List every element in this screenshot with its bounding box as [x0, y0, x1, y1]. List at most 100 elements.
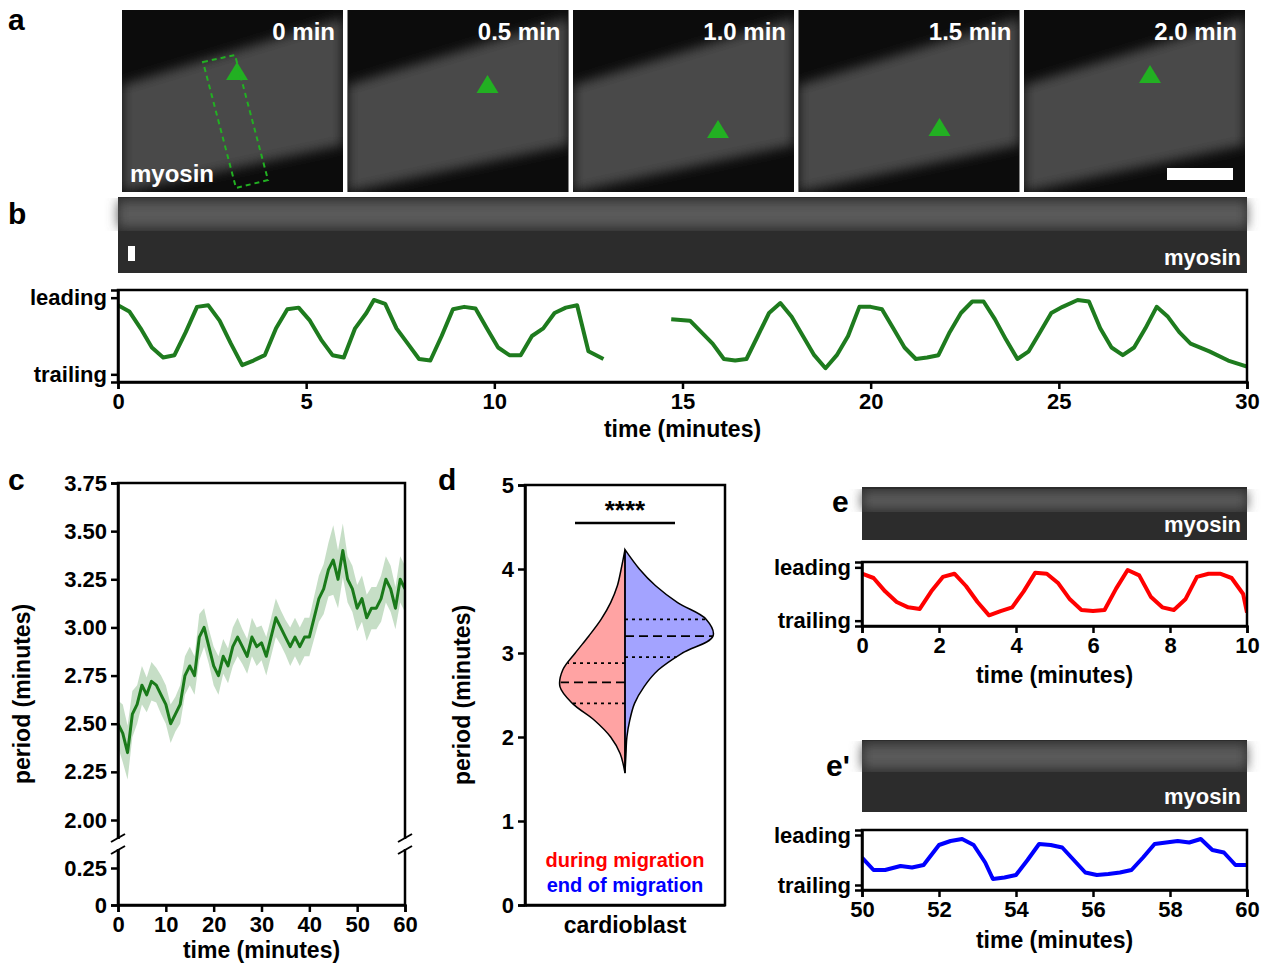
- axis: 012345: [502, 473, 526, 918]
- tick-mark: [111, 297, 118, 300]
- tick-label: 4: [1010, 633, 1023, 658]
- axis: 505254565860: [850, 890, 1259, 922]
- axis-line: [855, 563, 863, 627]
- panel-letter: b: [8, 197, 26, 230]
- tick: 2.75: [64, 663, 118, 688]
- violin-panel: 012345cardioblast****during migrationend…: [449, 473, 726, 939]
- kymograph-band: [862, 491, 1247, 510]
- tick: 5: [502, 473, 525, 498]
- tick-label: 2: [933, 633, 945, 658]
- tick-label: 2.00: [64, 808, 107, 833]
- arrowhead: [226, 62, 248, 80]
- cell-region: [573, 18, 794, 192]
- tick-label: 0: [95, 893, 107, 918]
- tick-label: 40: [298, 912, 322, 937]
- axis-break-mark: [111, 846, 125, 854]
- tick-mark: [855, 884, 862, 887]
- x-axis-title: time (minutes): [604, 416, 761, 442]
- tick: 60: [393, 905, 417, 937]
- panel-letter: e': [826, 749, 850, 782]
- tick: 6: [1087, 626, 1099, 658]
- arrowhead: [1139, 65, 1161, 83]
- cell-region: [799, 18, 1020, 192]
- tick: 0: [112, 905, 124, 937]
- tick-label: leading: [774, 823, 851, 848]
- tick-label: leading: [774, 555, 851, 580]
- axis: leading trailing: [774, 555, 863, 633]
- axis-break-mark: [398, 846, 412, 854]
- kymograph-label: myosin: [1164, 784, 1241, 809]
- tick-label: 60: [1235, 897, 1259, 922]
- arrowhead: [929, 118, 951, 136]
- tick: 3.50: [64, 519, 118, 544]
- tick: 50: [345, 905, 369, 937]
- plot-frame: [862, 562, 1247, 626]
- error-band: [118, 523, 405, 779]
- frame-time: 1.0 min: [703, 18, 786, 45]
- tick: cardioblast: [564, 905, 687, 938]
- tick: 20: [859, 382, 883, 414]
- tick-label: 0: [502, 893, 514, 918]
- violin-half: [625, 550, 713, 773]
- tick-label: cardioblast: [564, 912, 687, 938]
- axis-line: [863, 627, 1248, 634]
- axis-line: [863, 891, 1248, 898]
- scale-bar: [128, 246, 135, 261]
- tick-mark: [111, 530, 118, 533]
- tick-label: 20: [202, 912, 226, 937]
- tick: 58: [1158, 890, 1182, 922]
- image-background: [573, 10, 794, 192]
- tick-label: 0: [112, 912, 124, 937]
- plot-area: [862, 570, 1247, 615]
- tick-label: 50: [850, 897, 874, 922]
- tick-label: 0: [856, 633, 868, 658]
- tick-label: 15: [671, 389, 695, 414]
- image-frame: 2.0 min: [1024, 10, 1245, 192]
- tick-label: 3.75: [64, 471, 107, 496]
- tick: 10: [483, 382, 507, 414]
- tick-mark: [111, 904, 118, 907]
- legend-entry: end of migration: [547, 874, 704, 896]
- tick-label: 58: [1158, 897, 1182, 922]
- x-axis-title: time (minutes): [976, 662, 1133, 688]
- arrowhead: [707, 120, 729, 138]
- tick-label: 3: [502, 641, 514, 666]
- plot-frame: [525, 485, 725, 905]
- image-frame: 1.0 min: [573, 10, 794, 192]
- tick-mark: [111, 867, 118, 870]
- significance-label: ****: [605, 495, 646, 525]
- axis: cardioblast: [526, 905, 726, 938]
- frame-time: 1.5 min: [929, 18, 1012, 45]
- axis-break-mark: [398, 834, 412, 842]
- tick: 4: [502, 557, 525, 582]
- axis-line: [526, 904, 726, 907]
- cell-region: [1024, 18, 1245, 192]
- tick: 20: [202, 905, 226, 937]
- tick-label: trailing: [778, 608, 851, 633]
- axis: leadingtrailing: [774, 823, 863, 898]
- tick: 3.75: [64, 471, 118, 496]
- channel-label: myosin: [130, 160, 214, 187]
- tick-mark: [518, 568, 525, 571]
- tick-label: 0: [112, 389, 124, 414]
- tick-mark: [855, 834, 862, 837]
- tick-mark: [518, 904, 525, 907]
- kymograph-band: [862, 744, 1247, 769]
- tick: 3.25: [64, 567, 118, 592]
- tick-mark: [111, 579, 118, 582]
- y-axis-title: period (minutes): [9, 604, 35, 784]
- axis: 051015202530: [112, 382, 1259, 414]
- tick: 30: [250, 905, 274, 937]
- tick-label: 30: [1235, 389, 1259, 414]
- median-line: [561, 682, 625, 684]
- frame-time: 2.0 min: [1154, 18, 1237, 45]
- quartile-line: [572, 703, 625, 705]
- tick-label: 2.75: [64, 663, 107, 688]
- line-panel: myosin051015202530leadingtrailingtime (m…: [30, 197, 1260, 442]
- image-frame: 0 min: [122, 10, 343, 192]
- tick-label: 30: [250, 912, 274, 937]
- tick: 10: [1235, 626, 1259, 658]
- tick: 60: [1235, 890, 1259, 922]
- plot-frame: [118, 290, 1247, 382]
- tick: 0: [856, 626, 868, 658]
